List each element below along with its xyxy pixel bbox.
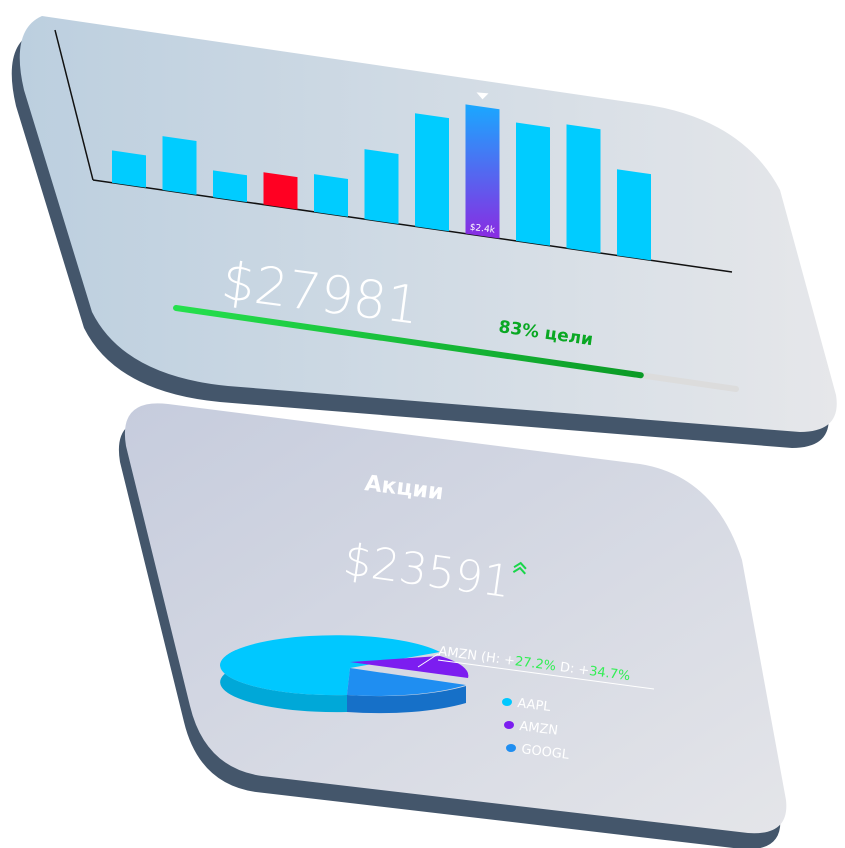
y-axis xyxy=(54,29,94,181)
bar-3[interactable] xyxy=(213,170,247,203)
bar-7[interactable] xyxy=(415,113,449,232)
bar-data-label: $2.4k xyxy=(469,223,496,236)
selected-bar-marker-icon xyxy=(476,92,489,100)
tooltip-mid: D: + xyxy=(555,660,590,679)
bar-chart: $2.4k xyxy=(112,92,651,261)
goal-progress-fill xyxy=(173,305,644,379)
legend-label-aapl[interactable]: AAPL xyxy=(517,696,553,715)
bar-5[interactable] xyxy=(314,174,348,217)
bar-8[interactable] xyxy=(465,104,500,239)
bar-2[interactable] xyxy=(162,136,197,195)
pie-legend: AAPL AMZN GOOGL xyxy=(502,696,571,763)
bar-10[interactable] xyxy=(566,124,601,254)
pie-chart xyxy=(220,635,469,714)
tooltip-leader xyxy=(417,653,439,668)
double-chevron-up-icon xyxy=(512,561,527,575)
pie-depth-googl xyxy=(347,686,466,714)
legend-swatch-amzn xyxy=(504,721,514,729)
stocks-card: Акции $23591 AMZN (H: +27.2% D: +34.7% A… xyxy=(118,403,787,848)
pie-slice-aapl[interactable] xyxy=(220,635,440,696)
legend-label-googl[interactable]: GOOGL xyxy=(521,742,571,763)
legend-label-amzn[interactable]: AMZN xyxy=(519,719,559,739)
bar-1[interactable] xyxy=(112,150,146,188)
balance-card: $2.4k $27981 83% цели xyxy=(11,16,837,448)
pie-slice-googl[interactable] xyxy=(347,668,466,696)
tooltip-h-value: 27.2% xyxy=(514,654,557,674)
bar-6[interactable] xyxy=(364,149,399,224)
pie-tooltip: AMZN (H: +27.2% D: +34.7% xyxy=(417,644,655,690)
legend-swatch-aapl xyxy=(502,698,512,706)
bar-9[interactable] xyxy=(516,122,550,246)
legend-swatch-googl xyxy=(506,744,516,752)
stocks-card-surface xyxy=(124,403,787,834)
bar-4[interactable] xyxy=(263,172,298,210)
tooltip-underline xyxy=(437,659,655,690)
tooltip-d-value: 34.7% xyxy=(588,664,631,684)
pie-slice-amzn[interactable] xyxy=(350,656,469,678)
pie-depth-aapl xyxy=(220,650,347,713)
bar-11[interactable] xyxy=(617,169,651,261)
